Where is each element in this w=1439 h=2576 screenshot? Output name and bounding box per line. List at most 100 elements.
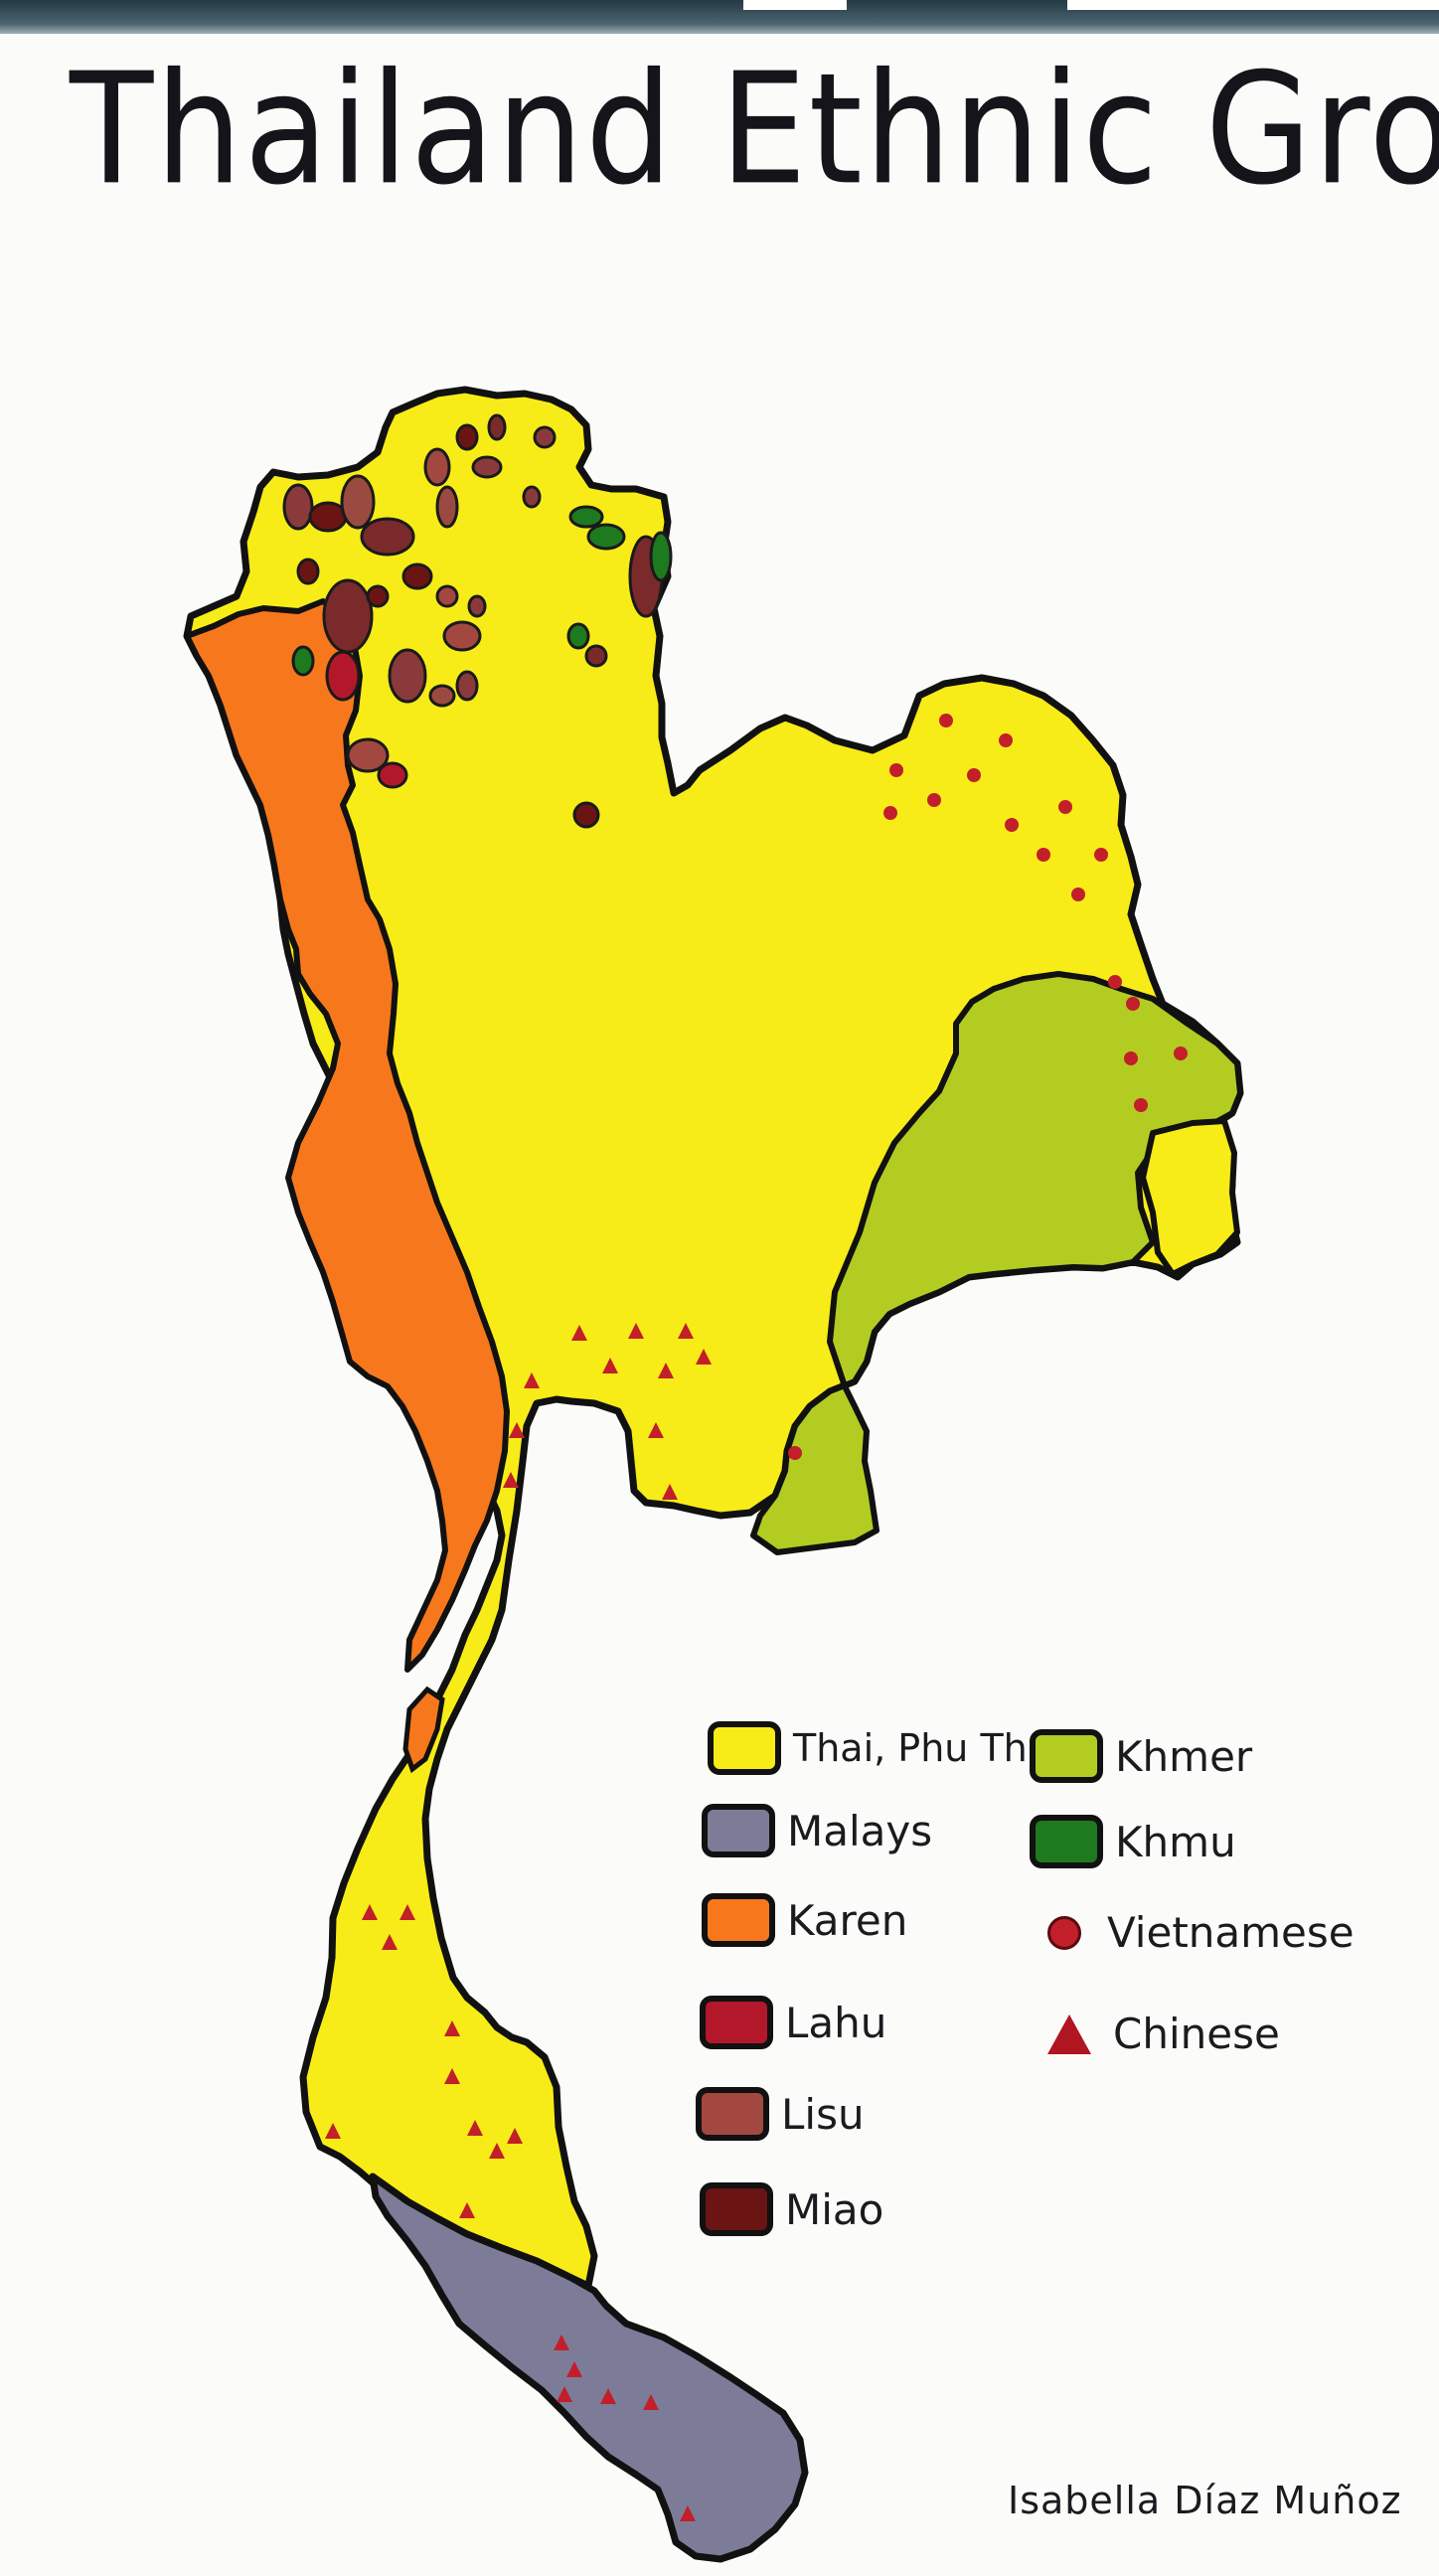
legend-swatch-khmer <box>1030 1729 1103 1783</box>
hill-tribe-patch <box>487 413 507 441</box>
hill-tribe-patch <box>282 483 314 531</box>
vietnamese-marker <box>1134 1098 1148 1112</box>
chinese-marker <box>571 1325 587 1341</box>
chinese-marker <box>680 2505 696 2521</box>
region-karen-peninsula <box>402 1686 445 1774</box>
legend-dot-icon <box>1047 1915 1081 1950</box>
legend-item-vietnamese: Vietnamese <box>1039 1908 1355 1957</box>
legend-item-khmer: Khmer <box>1030 1729 1252 1783</box>
legend-label-lisu: Lisu <box>781 2089 865 2139</box>
chinese-markers <box>325 1323 712 2521</box>
chinese-marker <box>648 1422 664 1438</box>
legend-item-malays: Malays <box>702 1804 932 1857</box>
hill-tribe-patch <box>435 584 459 608</box>
vietnamese-marker <box>1126 997 1140 1011</box>
legend-item-miao: Miao <box>700 2182 883 2236</box>
legend-label-chinese: Chinese <box>1113 2010 1280 2058</box>
chinese-marker <box>696 1349 712 1365</box>
vietnamese-marker <box>1058 800 1072 814</box>
legend-item-lisu: Lisu <box>696 2087 865 2141</box>
vietnamese-marker <box>1071 887 1085 901</box>
region-malays <box>369 2173 809 2563</box>
legend-label-khmer: Khmer <box>1115 1731 1253 1781</box>
hill-tribe-patch <box>435 485 459 529</box>
legend-label-khmu: Khmu <box>1115 1817 1236 1866</box>
legend-label-miao: Miao <box>785 2184 884 2234</box>
legend-swatch-karen <box>702 1893 775 1947</box>
vietnamese-marker <box>939 714 953 727</box>
chinese-marker <box>662 1484 678 1500</box>
chinese-marker <box>658 1363 674 1378</box>
chinese-marker <box>400 1904 415 1920</box>
chinese-marker <box>602 1358 618 1373</box>
paper-tab <box>743 0 847 10</box>
hill-tribe-patch <box>346 737 390 773</box>
hill-tribe-patch <box>388 648 427 704</box>
hill-tribe-patch <box>533 425 557 449</box>
chinese-marker <box>643 2394 659 2410</box>
hill-tribe-patch <box>428 684 456 708</box>
chinese-marker <box>507 2128 523 2144</box>
chinese-marker <box>467 2120 483 2136</box>
hill-tribe-patch <box>423 447 451 487</box>
author-signature: Isabella Díaz Muñoz <box>1008 2479 1402 2522</box>
legend-swatch-thai <box>708 1721 781 1775</box>
chinese-marker <box>678 1323 694 1339</box>
hill-tribe-patch <box>401 563 433 590</box>
legend-label-karen: Karen <box>787 1895 908 1945</box>
legend-swatch-khmu <box>1030 1815 1103 1868</box>
region-thai-pocket <box>1140 1118 1240 1277</box>
vietnamese-marker <box>889 763 903 777</box>
vietnamese-marker <box>927 793 941 807</box>
vietnamese-marker <box>999 733 1013 747</box>
chinese-marker <box>557 2386 572 2402</box>
vietnamese-marker <box>967 768 981 782</box>
region-karen <box>184 598 510 1673</box>
khmu-patch <box>649 531 673 582</box>
khmu-patch <box>568 505 604 529</box>
chinese-marker <box>524 1372 540 1388</box>
chinese-marker <box>444 2068 460 2084</box>
legend-swatch-miao <box>700 2182 773 2236</box>
chinese-marker <box>600 2388 616 2404</box>
legend-label-vietnamese: Vietnamese <box>1107 1908 1355 1957</box>
vietnamese-marker <box>1094 848 1108 862</box>
chinese-marker <box>459 2202 475 2218</box>
hill-tribe-patch <box>522 485 542 509</box>
hill-tribe-patch <box>366 584 390 608</box>
khmu-patch <box>586 523 626 551</box>
chinese-marker <box>382 1934 398 1950</box>
chinese-marker <box>566 2361 582 2377</box>
chinese-marker <box>628 1323 644 1339</box>
legend-label-thai: Thai, Phu Thai <box>793 1726 1061 1770</box>
legend-item-chinese: Chinese <box>1041 2010 1280 2058</box>
top-edge-strip <box>0 0 1439 34</box>
legend-item-thai: Thai, Phu Thai <box>708 1721 1061 1775</box>
region-khmer <box>750 971 1243 1555</box>
hill-tribe-patch <box>296 558 320 585</box>
legend-label-lahu: Lahu <box>785 1998 887 2047</box>
chinese-marker <box>489 2143 505 2159</box>
legend-item-khmu: Khmu <box>1030 1815 1236 1868</box>
hill-tribe-patch <box>340 474 376 530</box>
legend-label-malays: Malays <box>787 1806 933 1855</box>
vietnamese-marker <box>1005 818 1019 832</box>
hill-tribe-patch <box>584 644 608 668</box>
chinese-marker <box>444 2020 460 2036</box>
vietnamese-marker <box>883 806 897 820</box>
chinese-marker <box>509 1422 525 1438</box>
hill-tribe-patch <box>455 423 479 451</box>
hill-tribe-patch <box>325 650 361 702</box>
chinese-marker <box>325 2123 341 2139</box>
vietnamese-markers <box>788 714 1188 1460</box>
hill-tribe-patch <box>572 801 600 829</box>
legend-swatch-lahu <box>700 1996 773 2049</box>
paper-tab <box>1067 0 1439 10</box>
khmu-patches <box>291 505 673 677</box>
chinese-marker <box>503 1472 519 1488</box>
hill-tribe-patch <box>442 620 482 652</box>
legend-item-lahu: Lahu <box>700 1996 886 2049</box>
hill-tribe-patch <box>455 670 479 702</box>
vietnamese-marker <box>788 1446 802 1460</box>
hill-tribe-patch <box>308 501 348 533</box>
